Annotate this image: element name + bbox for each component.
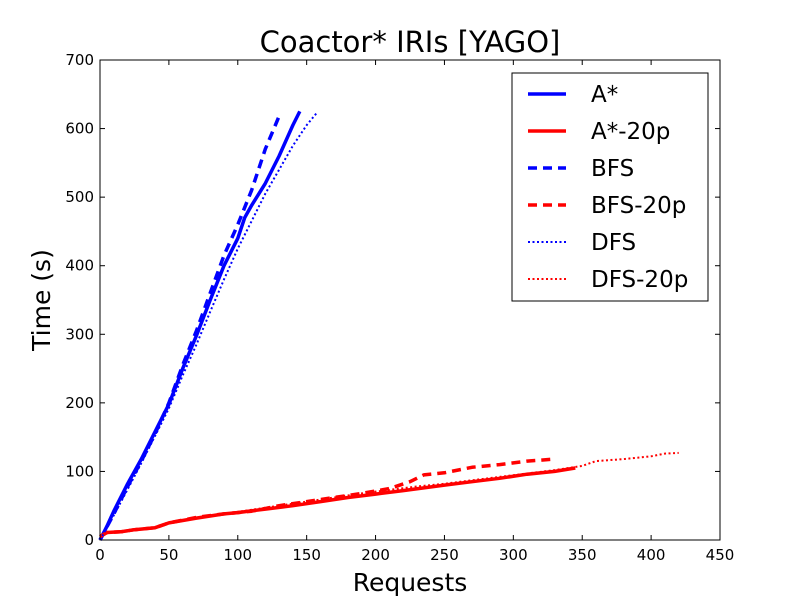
plot-frame — [99, 59, 721, 541]
x-tick-label: 50 — [159, 546, 178, 564]
x-tick-label: 350 — [568, 546, 597, 564]
legend-label: DFS — [591, 230, 636, 256]
series-line-dfs-20p — [99, 451, 679, 538]
y-tick-label: 500 — [65, 188, 94, 206]
y-tick-label: 600 — [65, 120, 94, 138]
y-tick-label: 400 — [65, 257, 94, 275]
x-tick-label: 0 — [95, 546, 105, 564]
axes-layer: 0 50 100 150 200 250 300 350 400 450 0 100 200 300 400… — [65, 51, 734, 564]
legend-label: A* — [591, 82, 618, 108]
x-tick-label: 150 — [292, 546, 321, 564]
series-layer — [98, 110, 679, 541]
chart-title: Coactor* IRIs [YAGO] — [260, 25, 561, 59]
x-tick-label: 100 — [223, 546, 252, 564]
y-tick-label: 700 — [65, 51, 94, 69]
legend-label: DFS-20p — [591, 267, 688, 293]
legend-label: BFS-20p — [591, 193, 686, 219]
x-tick-label: 200 — [361, 546, 390, 564]
y-tick-label: 200 — [65, 394, 94, 412]
legend-label: BFS — [591, 156, 634, 182]
legend: A* A*-20p BFS BFS-20p DFS DFS-20p — [511, 72, 709, 302]
x-tick-label: 250 — [430, 546, 459, 564]
x-tick-label: 450 — [706, 546, 735, 564]
y-tick-label: 100 — [65, 462, 94, 480]
series-line-a — [98, 110, 302, 541]
x-tick-label: 300 — [499, 546, 528, 564]
series-line-bfs-20p — [99, 457, 555, 539]
series-line-bfs — [98, 115, 281, 541]
x-tick-label: 400 — [637, 546, 666, 564]
legend-label: A*-20p — [591, 119, 670, 145]
y-tick-label: 300 — [65, 325, 94, 343]
y-tick-label: 0 — [84, 531, 94, 549]
y-axis-label: Time (s) — [27, 249, 56, 352]
x-axis-label: Requests — [353, 568, 468, 597]
legend-box — [511, 72, 709, 302]
series-line-dfs — [99, 112, 318, 541]
